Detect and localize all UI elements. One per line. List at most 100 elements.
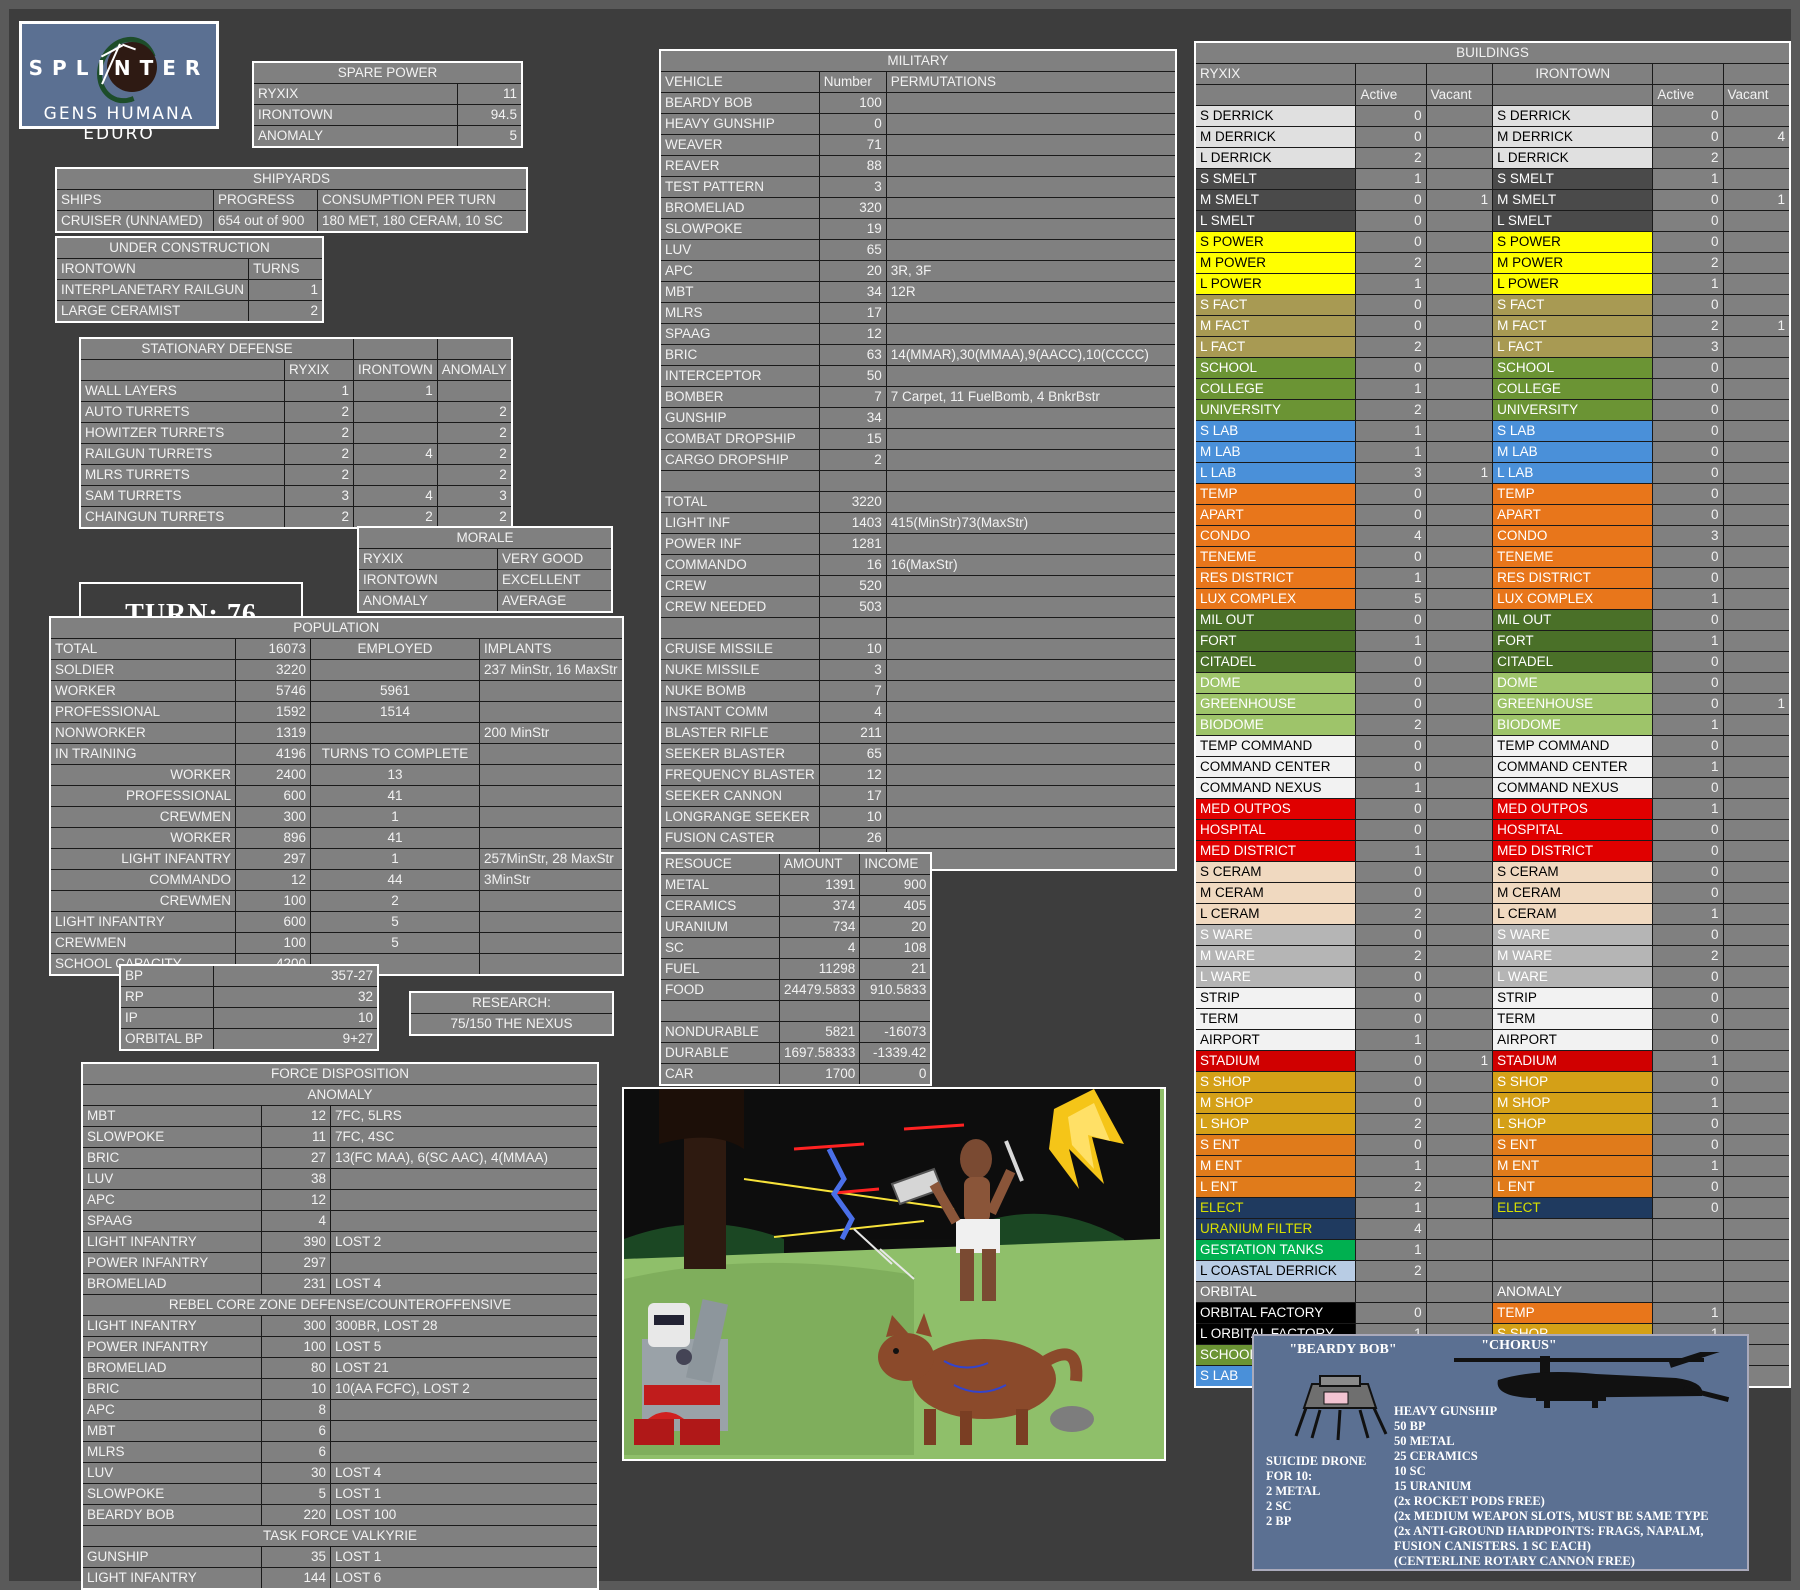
building-row: DOME 0 DOME 0	[1194, 672, 1791, 694]
table-row: APC 12	[81, 1189, 599, 1211]
force-count: 5	[261, 1483, 331, 1505]
military-permutations	[885, 176, 1177, 198]
population-label: PROFESSIONAL	[49, 785, 236, 807]
military-number: 0	[818, 113, 887, 135]
force-unit: BRIC	[81, 1378, 262, 1400]
military-permutations	[885, 827, 1177, 849]
military-permutations	[885, 659, 1177, 681]
section-header-row: TASK FORCE VALKYRIE	[81, 1525, 599, 1547]
building-name-irontown: S CERAM	[1492, 861, 1654, 883]
building-active-irontown: 0	[1652, 294, 1724, 316]
table-row: BRIC 63 14(MMAR),30(MMAA),9(AACC),10(CCCC)	[659, 344, 1177, 366]
table-row: CAR 1700 0	[659, 1063, 932, 1086]
military-vehicle	[659, 617, 820, 639]
building-name-irontown: HOSPITAL	[1492, 819, 1654, 841]
building-row: MED OUTPOS 0 MED OUTPOS 1	[1194, 798, 1791, 820]
building-row: COMMAND NEXUS 1 COMMAND NEXUS 0	[1194, 777, 1791, 799]
building-vacant-ryxix	[1425, 567, 1494, 589]
table-header-row: VEHICLE Number PERMUTATIONS	[659, 71, 1177, 93]
military-number: 3	[818, 659, 887, 681]
sd-anomaly: 3	[436, 485, 513, 507]
building-row: M LAB 1 M LAB 0	[1194, 441, 1791, 463]
table-row: RP 32	[119, 986, 379, 1008]
table-header-row: IRONTOWN TURNS	[55, 258, 324, 280]
table-row: MLRS TURRETS 2 2	[79, 464, 513, 486]
building-row: BIODOME 2 BIODOME 1	[1194, 714, 1791, 736]
military-permutations	[885, 449, 1177, 471]
building-name-ryxix: HOSPITAL	[1194, 819, 1357, 841]
military-vehicle: SEEKER BLASTER	[659, 743, 820, 765]
points-table: BP 357-27 RP 32 IP 10 ORBITAL BP 9+27	[119, 964, 379, 1051]
table-row: INTERCEPTOR 50	[659, 365, 1177, 387]
sd-label: HOWITZER TURRETS	[79, 422, 285, 444]
empty-cell	[436, 337, 513, 360]
building-vacant-ryxix	[1425, 252, 1494, 274]
building-row: ELECT 1 ELECT 0	[1194, 1197, 1791, 1219]
building-active-irontown: 0	[1652, 126, 1724, 148]
force-notes: LOST 100	[330, 1504, 599, 1526]
building-active-ryxix: 1	[1355, 840, 1427, 862]
military-panel: MILITARY VEHICLE Number PERMUTATIONS BEARDY …	[659, 49, 1177, 871]
building-row: TENEME 0 TENEME 0	[1194, 546, 1791, 568]
building-vacant-irontown	[1722, 819, 1791, 841]
building-name-irontown: S SMELT	[1492, 168, 1654, 190]
military-vehicle: WEAVER	[659, 134, 820, 156]
points-label: BP	[119, 964, 214, 987]
buildings-table: BUILDINGS RYXIX IRONTOWN Active Vacant Active…	[1194, 41, 1791, 1388]
building-name-irontown: S WARE	[1492, 924, 1654, 946]
building-active-irontown: 0	[1652, 357, 1724, 379]
force-disposition-panel: FORCE DISPOSITION ANOMALY MBT 12 7FC, 5LRS SL…	[81, 1062, 599, 1590]
research-panel: RESEARCH: 75/150 THE NEXUS	[409, 991, 614, 1036]
military-permutations	[885, 302, 1177, 324]
building-name-irontown: TEMP COMMAND	[1492, 735, 1654, 757]
building-active-ryxix: 2	[1355, 714, 1427, 736]
empty-cell	[1492, 84, 1654, 106]
military-permutations	[885, 722, 1177, 744]
force-count: 11	[261, 1126, 331, 1148]
sd-ryxix: 2	[284, 443, 354, 465]
building-vacant-irontown	[1722, 735, 1791, 757]
force-notes	[330, 1210, 599, 1232]
sd-col-header: ANOMALY	[436, 359, 513, 381]
building-vacant-irontown	[1722, 252, 1791, 274]
sd-label: AUTO TURRETS	[79, 401, 285, 423]
table-row: CREWMEN 100 2	[49, 890, 624, 912]
force-count: 38	[261, 1168, 331, 1190]
population-employed: 5961	[310, 680, 480, 702]
building-vacant-ryxix	[1425, 168, 1494, 190]
building-active-ryxix: 0	[1355, 861, 1427, 883]
sd-ryxix: 2	[284, 506, 354, 529]
building-active-ryxix: 0	[1355, 1050, 1427, 1072]
population-employed: TURNS TO COMPLETE	[310, 743, 480, 765]
building-active-irontown	[1652, 1218, 1724, 1240]
stationary-defense-table: STATIONARY DEFENSE RYXIX IRONTOWN ANOMALY WA…	[79, 337, 513, 529]
resource-amount: 5821	[778, 1021, 861, 1043]
building-name-irontown: L FACT	[1492, 336, 1654, 358]
buildings-col-ryxix: RYXIX	[1194, 63, 1357, 85]
military-number: 20	[818, 260, 887, 282]
building-row: LUX COMPLEX 5 LUX COMPLEX 1	[1194, 588, 1791, 610]
force-notes	[330, 1252, 599, 1274]
building-active-irontown: 0	[1652, 483, 1724, 505]
empty-cell	[1652, 63, 1724, 85]
military-permutations: 12R	[885, 281, 1177, 303]
building-vacant-irontown	[1722, 147, 1791, 169]
force-unit: MBT	[81, 1420, 262, 1442]
military-vehicle: CREW	[659, 575, 820, 597]
building-name-irontown	[1492, 1260, 1654, 1282]
force-section-title: ANOMALY	[81, 1084, 599, 1106]
building-name-irontown: BIODOME	[1492, 714, 1654, 736]
population-implants	[478, 932, 624, 954]
table-row: TOTAL 3220	[659, 491, 1177, 513]
military-col-header: Number	[818, 71, 887, 93]
military-permutations	[885, 806, 1177, 828]
military-number: 10	[818, 806, 887, 828]
population-count: 12	[235, 869, 311, 891]
building-active-irontown: 0	[1652, 1113, 1724, 1135]
building-vacant-irontown	[1722, 273, 1791, 295]
points-label: IP	[119, 1007, 214, 1029]
building-vacant-ryxix	[1425, 399, 1494, 421]
population-implants	[478, 911, 624, 933]
building-vacant-ryxix	[1425, 588, 1494, 610]
resource-income: 20	[859, 916, 932, 938]
